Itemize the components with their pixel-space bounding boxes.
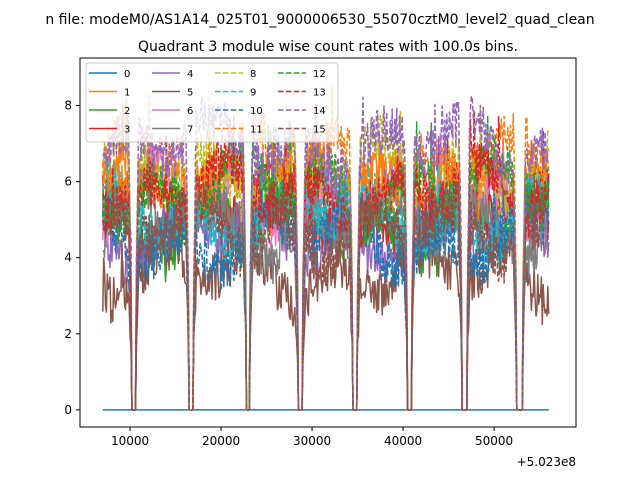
plot-frame — [79, 57, 577, 428]
series-line-5 — [102, 211, 550, 411]
series-line-9 — [102, 159, 550, 411]
y-axis: 0 2 4 6 8 — [64, 99, 80, 417]
series-line-12 — [102, 115, 550, 411]
x-tick-label: 50000 — [475, 434, 513, 448]
series-line-8 — [102, 94, 550, 411]
series-line-15 — [102, 173, 550, 411]
legend-label: 5 — [187, 88, 193, 99]
x-tick-label: 10000 — [111, 434, 149, 448]
legend-label: 15 — [313, 125, 326, 136]
y-tick-label: 2 — [64, 327, 72, 341]
y-tick-label: 0 — [64, 403, 72, 417]
y-tick-label: 8 — [64, 99, 72, 113]
legend-label: 13 — [313, 88, 326, 99]
legend-label: 1 — [124, 88, 130, 99]
legend-label: 2 — [124, 106, 130, 117]
legend-label: 14 — [313, 106, 326, 117]
series-layer — [102, 84, 550, 411]
chart-title: Quadrant 3 module wise count rates with … — [138, 39, 518, 55]
legend-label: 11 — [250, 125, 263, 136]
legend-label: 9 — [250, 88, 256, 99]
legend-label: 12 — [313, 69, 326, 80]
legend-label: 6 — [187, 106, 193, 117]
x-axis: 10000 20000 30000 40000 50000 — [111, 427, 513, 448]
x-tick-label: 20000 — [202, 434, 240, 448]
x-tick-label: 30000 — [293, 434, 331, 448]
chart-suptitle: n file: modeM0/AS1A14_025T01_9000006530_… — [45, 12, 594, 28]
x-offset-label: +5.023e8 — [517, 455, 576, 469]
legend-label: 4 — [187, 69, 193, 80]
y-tick-label: 6 — [64, 175, 72, 189]
legend-label: 10 — [250, 106, 263, 117]
legend-label: 3 — [124, 125, 130, 136]
legend-label: 8 — [250, 69, 256, 80]
y-tick-label: 4 — [64, 251, 72, 265]
legend-label: 0 — [124, 69, 130, 80]
legend-box — [85, 62, 339, 143]
x-tick-label: 40000 — [384, 434, 422, 448]
legend-label: 7 — [187, 125, 193, 136]
